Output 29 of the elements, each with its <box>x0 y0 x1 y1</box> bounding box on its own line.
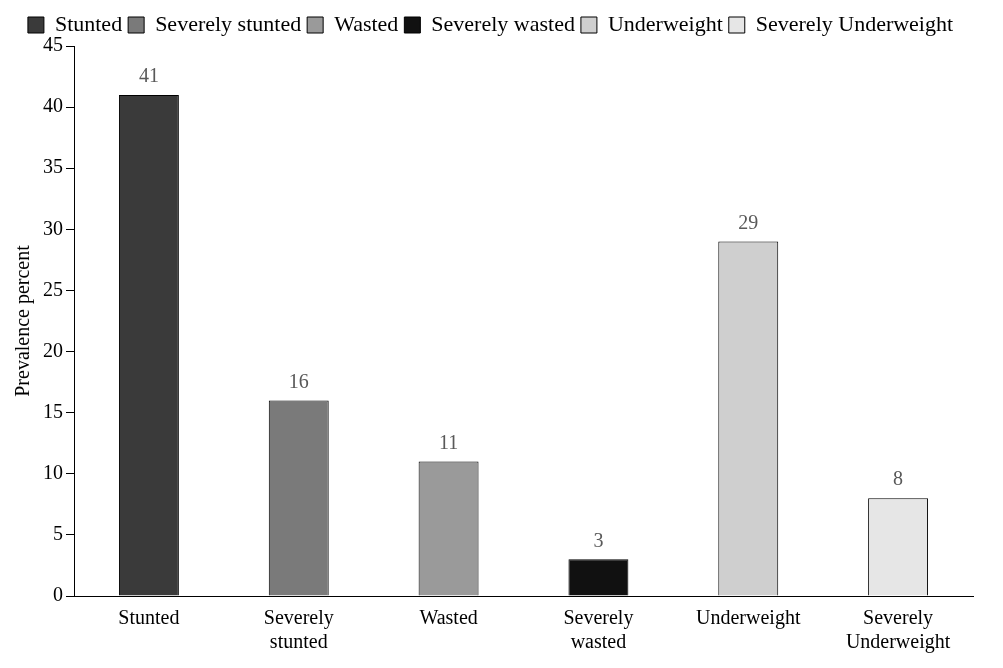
legend-label: Severely Underweight <box>755 10 954 36</box>
y-tick-label: 0 <box>53 583 63 606</box>
y-tick-label: 15 <box>43 399 63 422</box>
y-tick-label: 30 <box>43 216 63 239</box>
legend-label: Severely wasted <box>431 10 575 36</box>
legend-label: Underweight <box>607 10 723 36</box>
data-label: 29 <box>738 210 759 233</box>
y-tick-label: 35 <box>43 155 63 178</box>
x-tick-label: Severely Underweight <box>845 606 951 654</box>
x-tick-label: Severely wasted <box>563 606 634 653</box>
x-tick-label: Severely stunted <box>263 606 334 653</box>
data-label: 8 <box>893 467 904 490</box>
y-tick-label: 25 <box>43 277 63 300</box>
y-tick-label: 20 <box>43 338 63 361</box>
y-tick-label: 40 <box>43 94 63 117</box>
x-tick-label: Underweight <box>696 606 801 630</box>
x-tick-label: Stunted <box>118 606 180 629</box>
y-tick-label: 45 <box>43 33 63 56</box>
data-label: 16 <box>288 369 309 392</box>
data-label: 11 <box>438 430 459 453</box>
x-tick-label: Wasted <box>419 606 478 629</box>
y-tick-label: 10 <box>43 461 63 484</box>
y-axis-title: Prevalence percent <box>11 244 35 397</box>
y-tick-label: 5 <box>53 522 63 545</box>
legend-label: Severely stunted <box>155 10 302 36</box>
data-label: 3 <box>593 528 604 551</box>
data-label: 41 <box>138 64 159 87</box>
legend-label: Stunted <box>54 10 123 36</box>
legend-label: Wasted <box>334 10 399 36</box>
